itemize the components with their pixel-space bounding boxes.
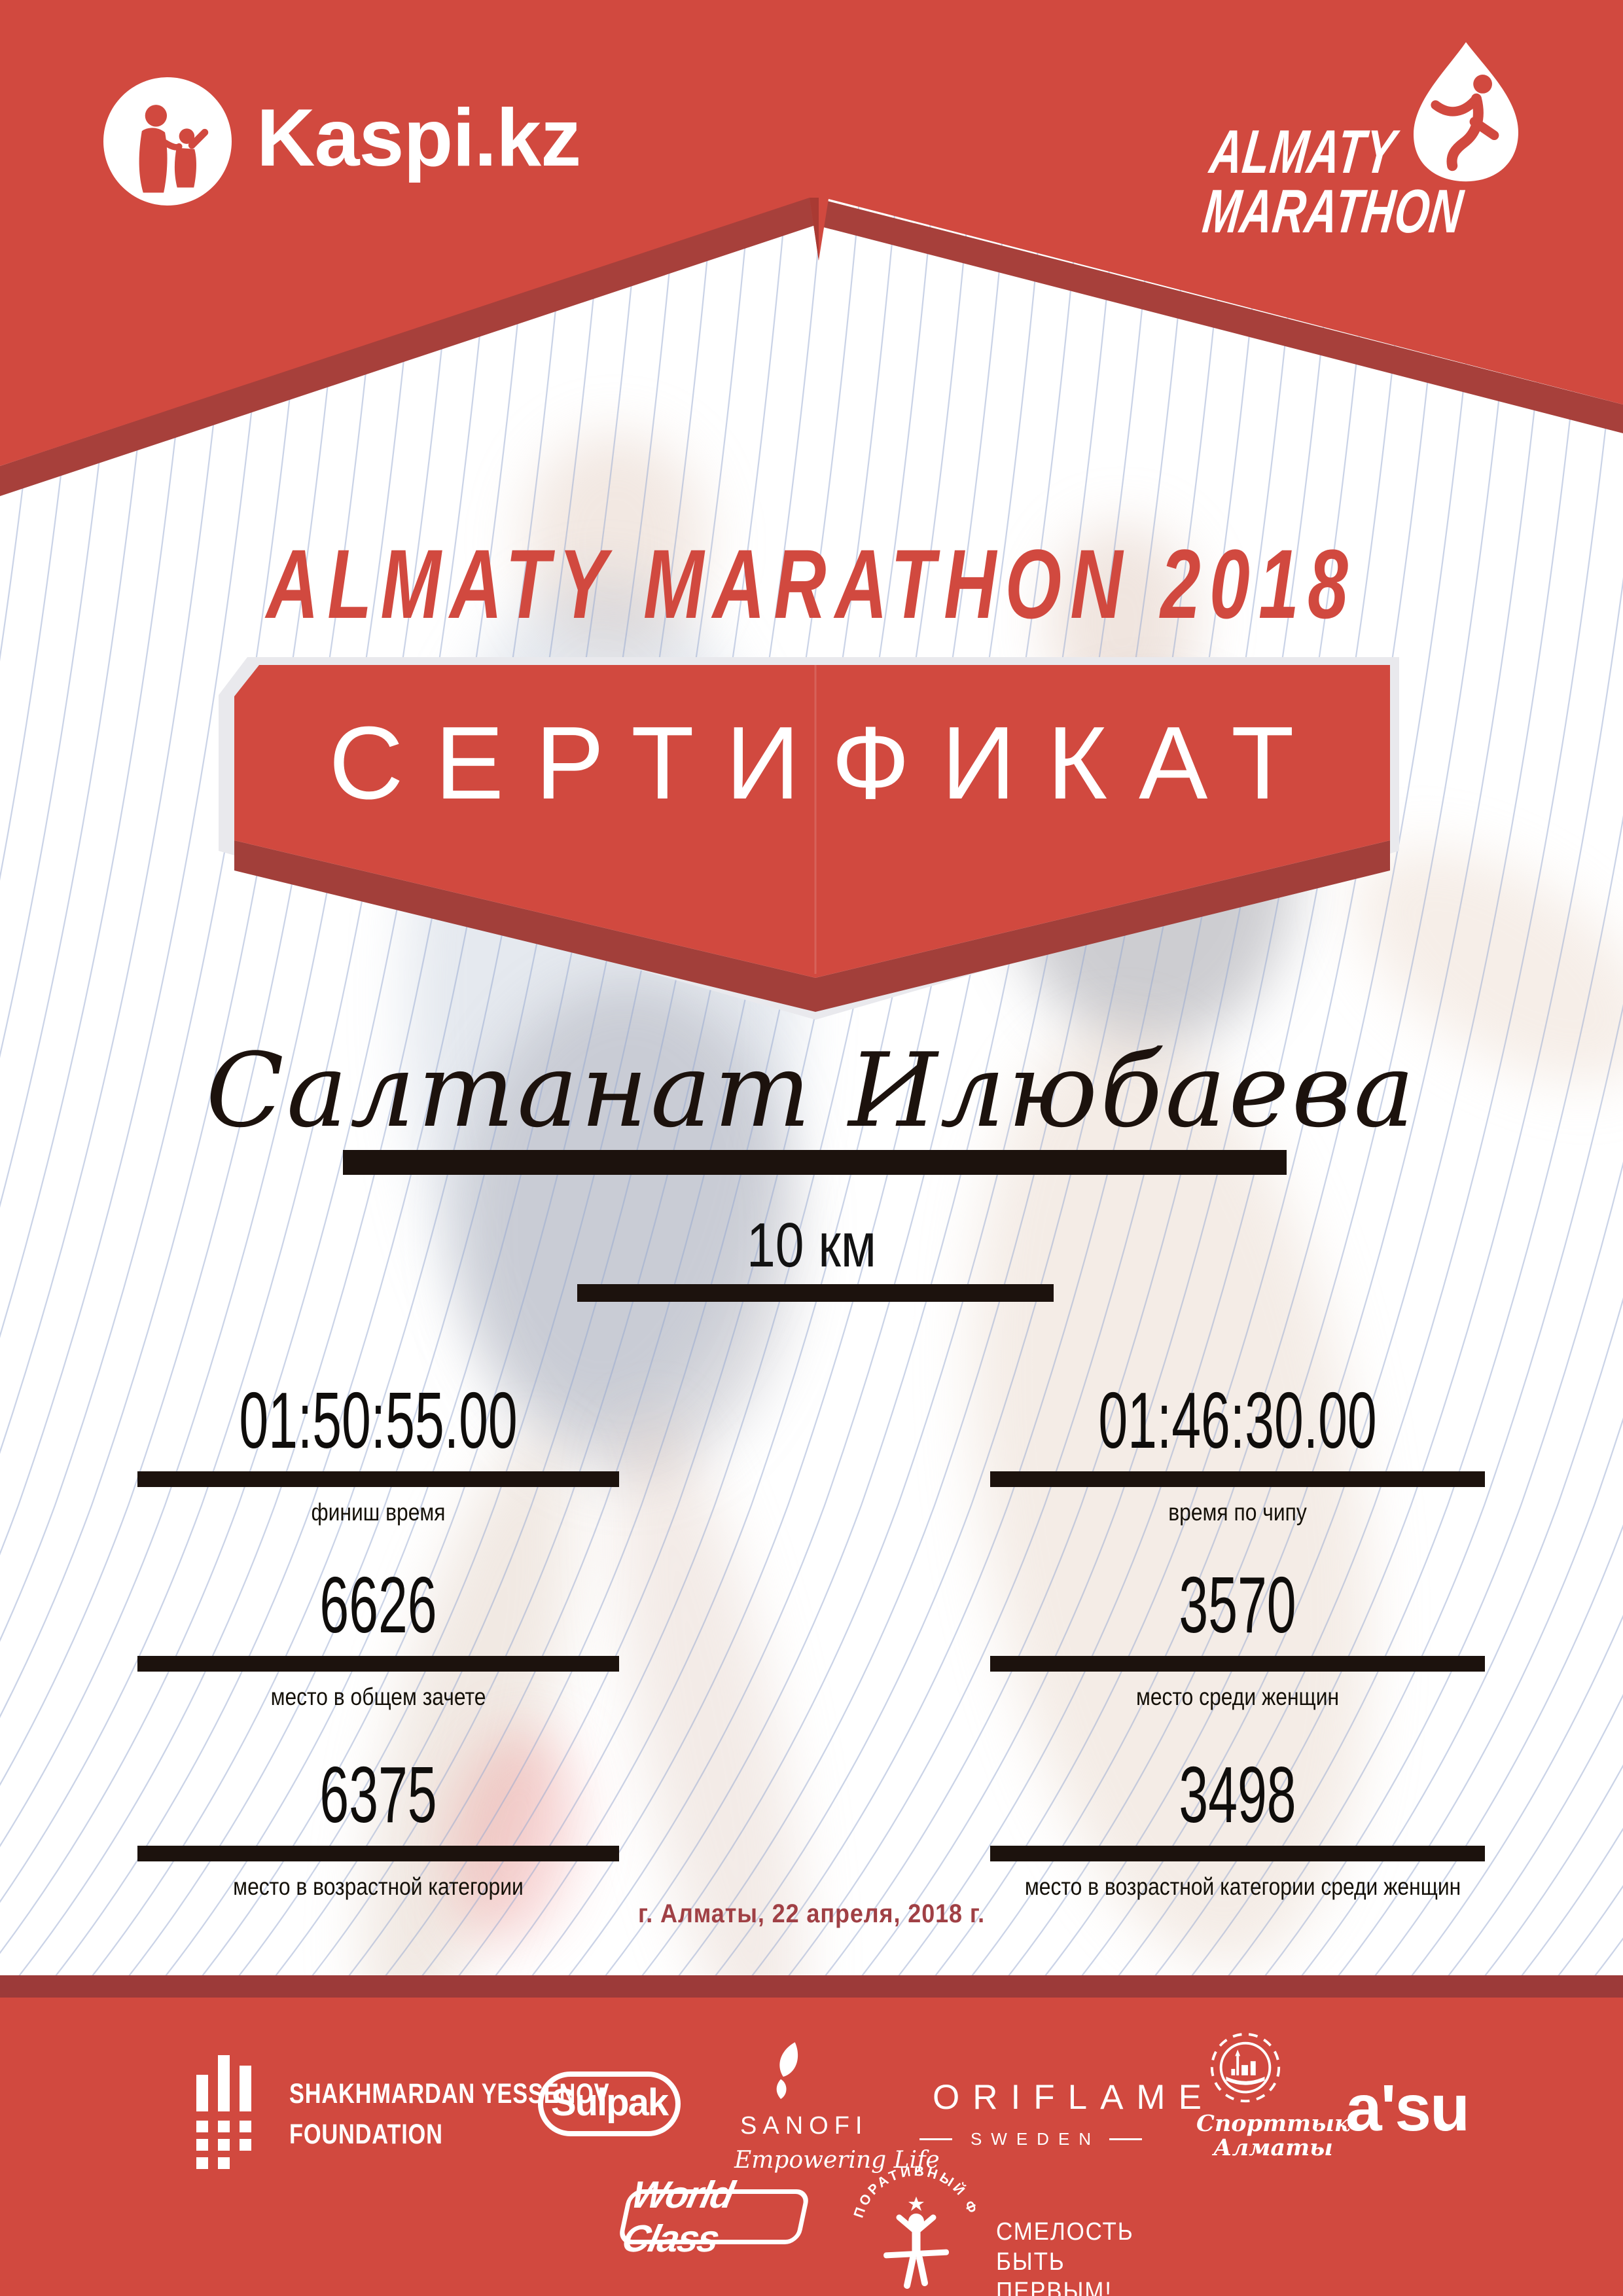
oriflame-wordmark: ORIFLAME [933,2078,1215,2117]
marathon-line: MARATHON [1199,177,1467,246]
sponsors-footer: SHAKHMARDAN YESSENOV FOUNDATION Sulpak S… [0,1998,1623,2296]
rule-line [919,2138,952,2140]
fund-runner-icon: КОРПОРАТИВНЫЙ ФОНД [838,2142,978,2289]
corporate-fund-logo: КОРПОРАТИВНЫЙ ФОНД СМЕЛОСТЬ БЫТЬ ПЕРВЫМ! [838,2142,1185,2296]
stat-age-place: 6375 место в возрастной категории [137,1753,619,1901]
oriflame-sweden: SWEDEN [970,2129,1101,2149]
stat-underline [990,1471,1485,1488]
recipient-name: Салтанат Илюбаева [205,1031,1418,1150]
stat-value: 01:46:30.00 [1098,1376,1377,1465]
almaty-marathon-logo: ALMATY MARATHON [1200,38,1603,245]
stat-women-place: 3570 место среди женщин [990,1563,1485,1711]
photo-blob [524,432,707,655]
stat-label: место в возрастной категории среди женщи… [1024,1873,1461,1901]
asu-wordmark: a'su [1346,2072,1470,2145]
asu-logo: a'su [1346,2071,1470,2146]
stat-chip-time: 01:46:30.00 время по чипу [990,1378,1485,1526]
fund-slogan: СМЕЛОСТЬ БЫТЬ ПЕРВЫМ! [996,2217,1134,2296]
stat-value: 3570 [1179,1560,1296,1649]
almaty-line: ALMATY [1206,117,1400,186]
stat-value: 3498 [1179,1750,1296,1839]
sporttyk-line2: Алматы [1213,2134,1333,2161]
stat-label: место в общем зачете [270,1683,486,1711]
stat-underline [137,1656,619,1672]
runner-teardrop-icon [1414,42,1518,182]
slogan-line3: ПЕРВЫМ! [996,2278,1113,2296]
stat-underline [990,1656,1485,1672]
yessenov-bars-icon [196,2055,251,2169]
oriflame-logo: ORIFLAME SWEDEN [919,2077,1215,2149]
ribbon-red [234,665,1390,978]
almaty-marathon-wordmark: ALMATY MARATHON [1199,117,1474,246]
ribbon-fold-right [815,840,1390,1012]
distance-value: 10 км [746,1210,876,1280]
header-center-spike-shade [810,198,819,260]
stat-label: финиш время [311,1499,446,1526]
sporttyk-emblem-icon [1210,2032,1281,2103]
certificate-label: СЕРТИФИКАТ [329,706,1326,821]
sulpak-logo: Sulpak [538,2072,681,2136]
footer-dark-stripe [0,1975,1623,1998]
distance-underline [577,1284,1054,1302]
stat-underline [137,1471,619,1488]
page-title: ALMATY MARATHON 2018 [266,529,1357,639]
sanofi-wordmark: SANOFI [740,2112,868,2140]
name-underline [343,1150,1287,1175]
header-red-banner [0,0,1623,466]
stat-label: время по чипу [1168,1499,1307,1526]
stat-value: 6626 [319,1560,437,1649]
sporttyk-line1: Спорттык [1196,2110,1350,2137]
stat-age-women-place: 3498 место в возрастной категории среди … [990,1753,1485,1901]
world-class-wordmark: World Class [618,2174,738,2260]
header-shadow-band [0,196,1623,496]
event-date: г. Алматы, 22 апреля, 2018 г. [637,1899,986,1928]
kaspi-wordmark: Kaspi.kz [257,93,581,183]
slogan-line2: БЫТЬ [996,2248,1065,2276]
stat-value: 6375 [319,1750,437,1839]
star-icon [908,2197,924,2211]
stat-label: место среди женщин [1135,1683,1340,1711]
kaspi-logo: Kaspi.kz [103,77,581,206]
sporttyk-almaty-logo: Спорттык Алматы [1196,2032,1350,2161]
stat-label: место в возрастной категории [233,1873,524,1901]
ribbon-fold-left [234,840,815,1012]
world-class-logo: World Class [617,2174,811,2260]
rule-line [1109,2138,1142,2140]
sanofi-bird-icon [776,2042,798,2099]
sporttyk-wordmark: Спорттык Алматы [1196,2111,1350,2161]
sanofi-tagline: Empowering Life [734,2147,940,2174]
stat-underline [137,1846,619,1862]
sanofi-logo: SANOFI Empowering Life [734,2042,940,2174]
kaspi-people-icon [103,77,232,206]
oriflame-sweden-row: SWEDEN [919,2129,1142,2149]
photo-blob [458,982,798,1479]
stat-underline [990,1846,1485,1862]
slogan-line1: СМЕЛОСТЬ [996,2218,1134,2246]
sulpak-wordmark: Sulpak [550,2081,669,2124]
yessenov-line2: FOUNDATION [289,2119,443,2150]
stat-value: 01:50:55.00 [239,1376,518,1465]
stat-overall-place: 6626 место в общем зачете [137,1563,619,1711]
stat-finish-time: 01:50:55.00 финиш время [137,1378,619,1526]
